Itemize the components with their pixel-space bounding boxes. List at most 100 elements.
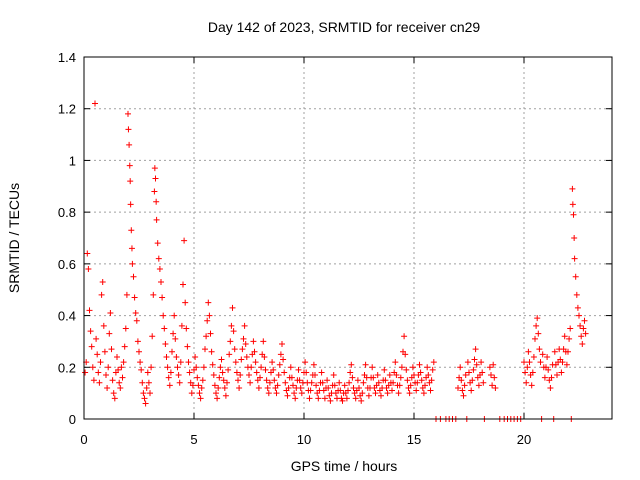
data-point — [96, 379, 103, 386]
data-point — [226, 351, 233, 358]
data-point — [122, 325, 129, 332]
data-point — [464, 359, 471, 366]
y-tick-label: 1 — [69, 153, 76, 168]
data-point — [228, 322, 235, 329]
data-point — [576, 312, 582, 319]
data-point — [559, 359, 566, 366]
data-point — [126, 141, 133, 148]
data-point — [97, 359, 104, 366]
data-point — [339, 397, 346, 404]
data-point — [169, 348, 175, 355]
data-point — [163, 353, 170, 360]
data-point — [160, 312, 167, 319]
data-point — [231, 346, 238, 353]
data-point — [235, 377, 241, 384]
data-point — [134, 338, 141, 345]
data-point — [161, 325, 168, 332]
data-point — [352, 395, 359, 402]
data-point — [152, 175, 159, 182]
data-point — [280, 356, 287, 363]
data-point — [277, 351, 284, 358]
data-point — [581, 317, 588, 324]
data-point — [185, 359, 192, 366]
data-point — [207, 330, 214, 337]
data-point — [425, 372, 432, 379]
data-point — [165, 374, 172, 381]
data-point — [404, 377, 411, 384]
data-point — [196, 390, 203, 397]
data-point — [337, 387, 344, 394]
data-point — [109, 377, 116, 384]
x-tick-label: 20 — [517, 432, 531, 447]
data-point — [287, 364, 294, 371]
data-point — [479, 369, 486, 376]
data-point — [233, 369, 240, 376]
data-point — [534, 315, 541, 322]
data-point — [572, 273, 579, 280]
y-tick-label: 1.4 — [58, 50, 76, 65]
data-point — [398, 364, 405, 371]
data-point — [213, 390, 219, 397]
plot-frame — [83, 56, 613, 420]
data-point — [156, 266, 163, 273]
data-point — [303, 369, 310, 376]
data-point — [396, 382, 403, 389]
data-points — [82, 100, 589, 422]
data-point — [155, 255, 162, 262]
data-point — [365, 392, 372, 399]
data-point — [174, 364, 181, 371]
data-point — [529, 369, 536, 376]
data-point — [313, 382, 320, 389]
data-point — [246, 372, 252, 379]
data-point — [199, 377, 206, 384]
data-point — [523, 379, 530, 386]
data-point — [491, 374, 498, 381]
data-point — [461, 382, 468, 389]
data-point — [183, 325, 190, 332]
y-tick-label: 0.6 — [58, 257, 76, 272]
data-point — [237, 372, 244, 379]
data-point — [121, 343, 128, 350]
data-point — [215, 384, 222, 391]
data-point — [526, 359, 533, 366]
data-point — [142, 400, 149, 407]
data-point — [260, 338, 267, 345]
y-tick-labels: 0 0.2 0.4 0.6 0.8 1 1.2 1.4 — [58, 50, 76, 427]
data-point — [347, 369, 354, 376]
data-point — [224, 379, 230, 386]
data-point — [93, 335, 100, 342]
data-point — [354, 377, 361, 384]
data-point — [554, 372, 560, 379]
data-point — [184, 343, 191, 350]
data-point — [378, 392, 384, 399]
data-point — [296, 377, 303, 384]
data-point — [577, 322, 584, 329]
data-point — [273, 390, 280, 397]
data-point — [248, 364, 255, 371]
chart-title: Day 142 of 2023, SRMTID for receiver cn2… — [208, 19, 481, 35]
data-point — [206, 312, 213, 319]
data-point — [284, 392, 291, 399]
data-point — [291, 390, 298, 397]
data-point — [569, 185, 576, 192]
data-point — [558, 369, 565, 376]
data-point — [420, 390, 427, 397]
data-point — [153, 216, 160, 223]
data-point — [275, 372, 282, 379]
data-point — [218, 356, 225, 363]
data-point — [110, 390, 117, 397]
data-point — [395, 390, 402, 397]
data-point — [455, 384, 461, 391]
data-point — [173, 353, 180, 360]
data-point — [154, 240, 161, 247]
data-point — [397, 374, 404, 381]
data-point — [147, 390, 153, 397]
data-point — [418, 377, 425, 384]
data-point — [413, 387, 420, 394]
data-point — [281, 369, 288, 376]
data-point — [99, 278, 106, 285]
data-point — [566, 335, 573, 342]
data-point — [475, 382, 482, 389]
data-point — [359, 390, 366, 397]
data-point — [406, 390, 413, 397]
